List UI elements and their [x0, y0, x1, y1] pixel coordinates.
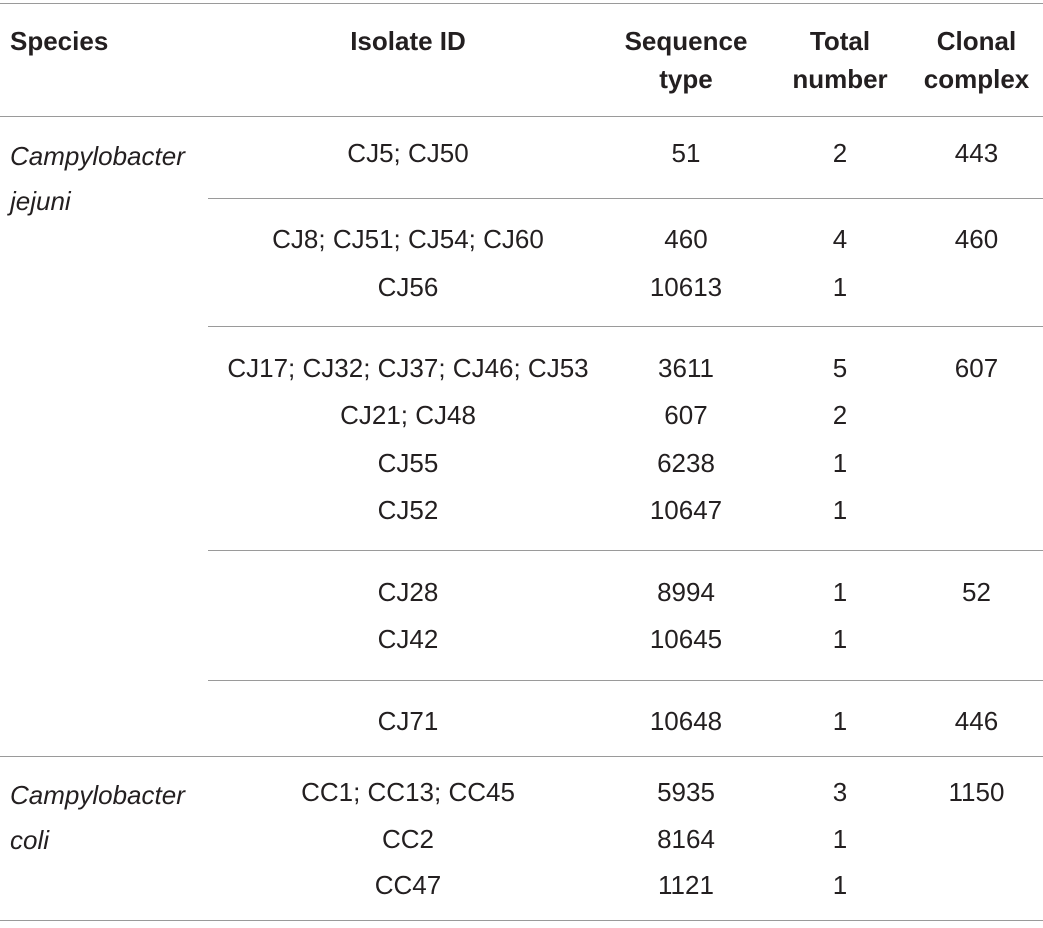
- isolate-id-cell: CJ42: [377, 624, 439, 654]
- header-total-number: Total number: [792, 26, 888, 94]
- sequence-type-cell: 5935: [657, 777, 715, 807]
- header-species: Species: [10, 26, 109, 56]
- total-number-cell: 1: [832, 272, 848, 302]
- sequence-type-cell: 1121: [658, 870, 714, 900]
- group-divider: [208, 680, 1043, 681]
- sequence-type-cell: 10648: [649, 706, 723, 736]
- header-isolate-id: Isolate ID: [350, 26, 466, 56]
- species-label: Campylobacter coli: [10, 780, 185, 855]
- total-number-cell: 1: [832, 824, 848, 854]
- header-sequence-type: Sequence type: [624, 26, 748, 94]
- sequence-type-cell: 10613: [649, 272, 723, 302]
- total-number-cell: 3: [832, 777, 848, 807]
- clonal-complex-cell: 443: [954, 138, 999, 168]
- total-number-cell: 2: [832, 400, 848, 430]
- clonal-complex-cell: 52: [962, 577, 991, 607]
- sequence-type-cell: 8164: [657, 824, 715, 854]
- sequence-type-cell: 460: [664, 224, 708, 254]
- clonal-complex-cell: 460: [954, 224, 999, 254]
- isolate-id-cell: CJ28: [377, 577, 439, 607]
- sequence-type-cell: 8994: [657, 577, 715, 607]
- bottom-rule: [0, 920, 1043, 921]
- isolate-id-cell: CC1; CC13; CC45: [301, 777, 515, 807]
- total-number-cell: 1: [832, 624, 848, 654]
- total-number-cell: 1: [832, 706, 848, 736]
- total-number-cell: 1: [832, 870, 848, 900]
- sequence-type-cell: 3611: [658, 353, 714, 383]
- sequence-type-cell: 10647: [649, 495, 723, 525]
- group-divider: [208, 198, 1043, 199]
- total-number-cell: 2: [832, 138, 848, 168]
- isolate-id-cell: CJ71: [377, 706, 439, 736]
- isolate-id-cell: CJ52: [377, 495, 439, 525]
- isolate-id-cell: CJ55: [377, 448, 439, 478]
- total-number-cell: 1: [832, 448, 848, 478]
- header-clonal-complex: Clonal complex: [923, 26, 1030, 94]
- total-number-cell: 5: [832, 353, 848, 383]
- sequence-type-cell: 10645: [649, 624, 723, 654]
- isolate-id-cell: CJ5; CJ50: [347, 138, 469, 168]
- species-label: Campylobacter jejuni: [10, 141, 185, 216]
- isolate-id-cell: CJ21; CJ48: [340, 400, 476, 430]
- group-divider: [208, 550, 1043, 551]
- isolate-id-cell: CC2: [381, 824, 434, 854]
- group-divider: [208, 326, 1043, 327]
- isolate-id-cell: CJ17; CJ32; CJ37; CJ46; CJ53: [227, 353, 589, 383]
- sequence-type-cell: 6238: [657, 448, 715, 478]
- clonal-complex-cell: 446: [954, 706, 999, 736]
- header-rule: [0, 116, 1043, 117]
- total-number-cell: 1: [832, 577, 848, 607]
- species-divider: [0, 756, 1043, 757]
- top-rule: [0, 3, 1043, 4]
- total-number-cell: 4: [832, 224, 848, 254]
- clonal-complex-cell: 1150: [948, 777, 1005, 807]
- isolate-id-cell: CC47: [374, 870, 442, 900]
- isolate-id-cell: CJ8; CJ51; CJ54; CJ60: [272, 224, 544, 254]
- sequence-type-cell: 51: [671, 138, 701, 168]
- isolate-id-cell: CJ56: [377, 272, 439, 302]
- sequence-type-cell: 607: [664, 400, 708, 430]
- clonal-complex-cell: 607: [954, 353, 999, 383]
- total-number-cell: 1: [832, 495, 848, 525]
